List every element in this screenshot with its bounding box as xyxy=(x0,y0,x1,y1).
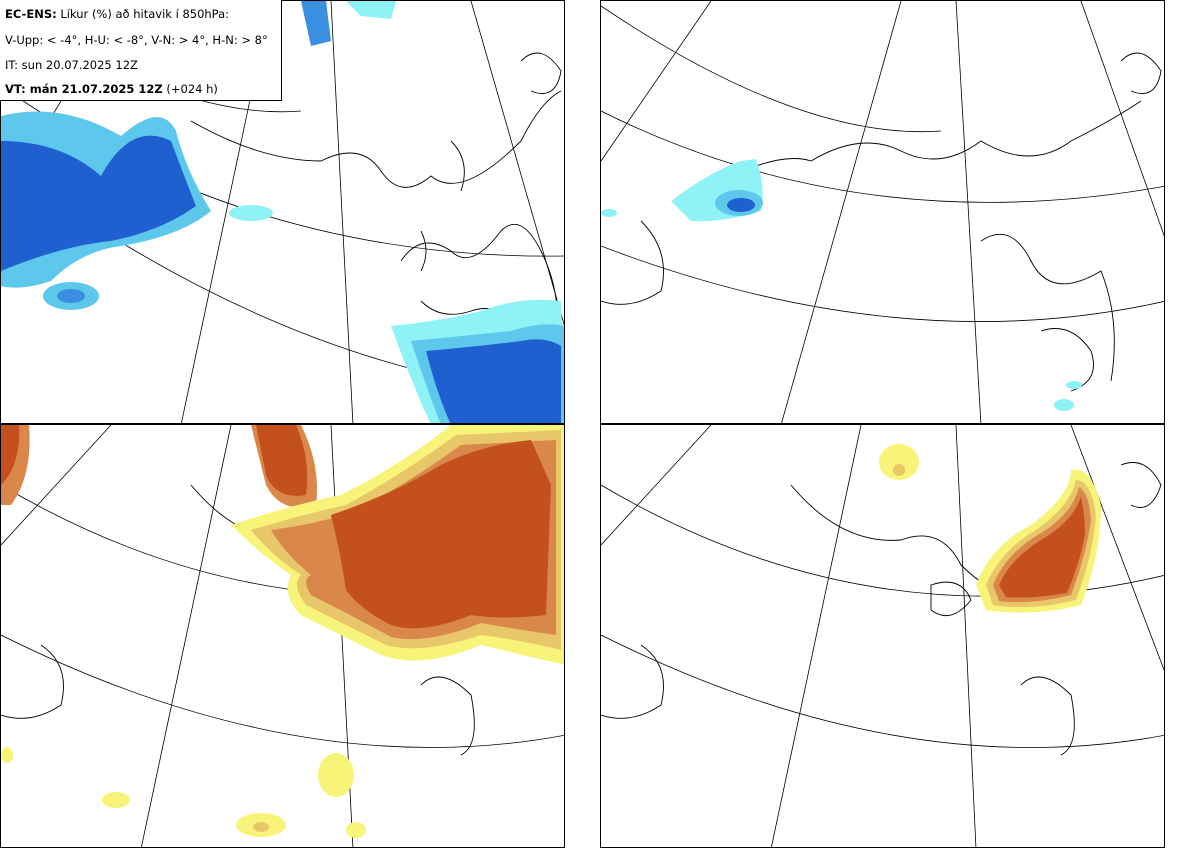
legend-box: EC-ENS: Líkur (%) að hitavik í 850hPa: V… xyxy=(0,0,282,101)
probability-field xyxy=(1,1,564,423)
valid-time: VT: mán 21.07.2025 12Z xyxy=(5,82,163,96)
title-line: EC-ENS: Líkur (%) að hitavik í 850hPa: xyxy=(5,7,229,21)
thresholds-line: V-Upp: < -4°, H-U: < -8°, V-N: > 4°, H-N… xyxy=(5,33,268,47)
probability-field xyxy=(1,425,564,838)
map-canvas xyxy=(601,425,1164,847)
coastlines xyxy=(601,462,1162,756)
map-canvas xyxy=(1,1,564,423)
valid-time-line: VT: mán 21.07.2025 12Z (+024 h) xyxy=(5,82,218,96)
model-name: EC-ENS: xyxy=(5,7,57,21)
graticule xyxy=(601,1,1164,423)
map-panel-bottom-right: 1009565355 xyxy=(600,424,1165,848)
coastlines xyxy=(601,52,1162,392)
map-panel-bottom-left: 1009565355 xyxy=(0,424,565,848)
probability-field xyxy=(879,444,1101,613)
map-panel-top-left: 1009565355 xyxy=(0,0,565,424)
lead-time: (+024 h) xyxy=(162,82,218,96)
map-panel-top-right: 1009565355 xyxy=(600,0,1165,424)
map-canvas xyxy=(601,1,1164,423)
probability-field xyxy=(601,159,1082,411)
initial-time: IT: sun 20.07.2025 12Z xyxy=(5,58,138,72)
map-canvas xyxy=(1,425,564,847)
title-text: Líkur (%) að hitavik í 850hPa: xyxy=(56,7,230,21)
